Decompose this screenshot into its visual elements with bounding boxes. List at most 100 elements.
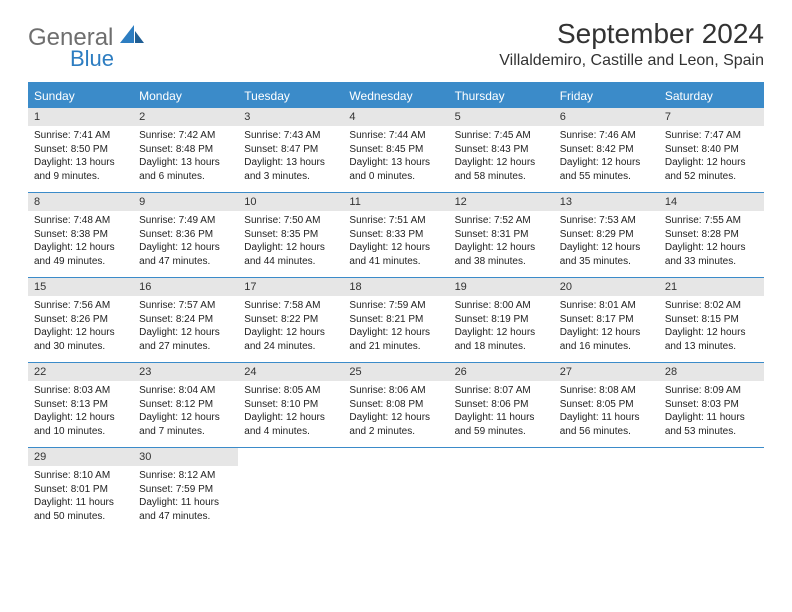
calendar-cell: 27Sunrise: 8:08 AMSunset: 8:05 PMDayligh… [554, 363, 659, 448]
sunset-text: Sunset: 8:01 PM [34, 483, 127, 497]
day-number [343, 448, 448, 466]
sunrise-text: Sunrise: 8:09 AM [665, 384, 758, 398]
day-details: Sunrise: 7:44 AMSunset: 8:45 PMDaylight:… [343, 126, 448, 189]
sunrise-text: Sunrise: 7:58 AM [244, 299, 337, 313]
daylight-text: and 49 minutes. [34, 255, 127, 269]
calendar-page: General Blue September 2024 Villaldemiro… [0, 0, 792, 551]
calendar-cell: 8Sunrise: 7:48 AMSunset: 8:38 PMDaylight… [28, 193, 133, 278]
logo-text-block: General Blue [28, 24, 146, 72]
day-details: Sunrise: 7:45 AMSunset: 8:43 PMDaylight:… [449, 126, 554, 189]
daylight-text: Daylight: 12 hours [244, 411, 337, 425]
day-details: Sunrise: 7:52 AMSunset: 8:31 PMDaylight:… [449, 211, 554, 274]
calendar-cell: 16Sunrise: 7:57 AMSunset: 8:24 PMDayligh… [133, 278, 238, 363]
calendar-cell: 26Sunrise: 8:07 AMSunset: 8:06 PMDayligh… [449, 363, 554, 448]
day-number [554, 448, 659, 466]
sunrise-text: Sunrise: 7:42 AM [139, 129, 232, 143]
daylight-text: Daylight: 12 hours [244, 326, 337, 340]
daylight-text: Daylight: 13 hours [349, 156, 442, 170]
day-header: Wednesday [343, 84, 448, 108]
day-details: Sunrise: 7:53 AMSunset: 8:29 PMDaylight:… [554, 211, 659, 274]
sunrise-text: Sunrise: 7:46 AM [560, 129, 653, 143]
day-details: Sunrise: 8:08 AMSunset: 8:05 PMDaylight:… [554, 381, 659, 444]
day-number: 24 [238, 363, 343, 381]
calendar-grid: SundayMondayTuesdayWednesdayThursdayFrid… [28, 84, 764, 533]
daylight-text: Daylight: 12 hours [349, 411, 442, 425]
day-number: 16 [133, 278, 238, 296]
daylight-text: and 50 minutes. [34, 510, 127, 524]
day-details: Sunrise: 7:49 AMSunset: 8:36 PMDaylight:… [133, 211, 238, 274]
daylight-text: and 58 minutes. [455, 170, 548, 184]
daylight-text: and 35 minutes. [560, 255, 653, 269]
day-number: 3 [238, 108, 343, 126]
daylight-text: and 9 minutes. [34, 170, 127, 184]
calendar-cell: 14Sunrise: 7:55 AMSunset: 8:28 PMDayligh… [659, 193, 764, 278]
calendar-cell: 13Sunrise: 7:53 AMSunset: 8:29 PMDayligh… [554, 193, 659, 278]
day-details: Sunrise: 7:48 AMSunset: 8:38 PMDaylight:… [28, 211, 133, 274]
day-number: 25 [343, 363, 448, 381]
calendar-cell: 25Sunrise: 8:06 AMSunset: 8:08 PMDayligh… [343, 363, 448, 448]
calendar-cell: 4Sunrise: 7:44 AMSunset: 8:45 PMDaylight… [343, 108, 448, 193]
calendar-cell: 17Sunrise: 7:58 AMSunset: 8:22 PMDayligh… [238, 278, 343, 363]
daylight-text: Daylight: 11 hours [34, 496, 127, 510]
day-number: 23 [133, 363, 238, 381]
daylight-text: and 59 minutes. [455, 425, 548, 439]
sunset-text: Sunset: 8:36 PM [139, 228, 232, 242]
daylight-text: Daylight: 13 hours [34, 156, 127, 170]
daylight-text: Daylight: 13 hours [244, 156, 337, 170]
day-details: Sunrise: 8:07 AMSunset: 8:06 PMDaylight:… [449, 381, 554, 444]
day-number: 13 [554, 193, 659, 211]
day-number: 7 [659, 108, 764, 126]
daylight-text: Daylight: 12 hours [349, 241, 442, 255]
daylight-text: Daylight: 12 hours [560, 156, 653, 170]
day-details: Sunrise: 7:55 AMSunset: 8:28 PMDaylight:… [659, 211, 764, 274]
sunset-text: Sunset: 8:10 PM [244, 398, 337, 412]
day-details: Sunrise: 8:09 AMSunset: 8:03 PMDaylight:… [659, 381, 764, 444]
daylight-text: Daylight: 12 hours [455, 156, 548, 170]
sunrise-text: Sunrise: 7:43 AM [244, 129, 337, 143]
daylight-text: Daylight: 12 hours [34, 241, 127, 255]
sunset-text: Sunset: 8:28 PM [665, 228, 758, 242]
logo: General Blue [28, 18, 146, 72]
day-number: 19 [449, 278, 554, 296]
daylight-text: Daylight: 12 hours [665, 156, 758, 170]
daylight-text: and 0 minutes. [349, 170, 442, 184]
daylight-text: Daylight: 11 hours [455, 411, 548, 425]
sunrise-text: Sunrise: 8:00 AM [455, 299, 548, 313]
day-number [238, 448, 343, 466]
day-details: Sunrise: 7:43 AMSunset: 8:47 PMDaylight:… [238, 126, 343, 189]
title-block: September 2024 Villaldemiro, Castille an… [499, 18, 764, 70]
sunset-text: Sunset: 8:42 PM [560, 143, 653, 157]
day-details: Sunrise: 8:01 AMSunset: 8:17 PMDaylight:… [554, 296, 659, 359]
day-number: 21 [659, 278, 764, 296]
day-header: Thursday [449, 84, 554, 108]
calendar-cell: 24 Sunrise: 8:05 AMSunset: 8:10 PMDayligh… [238, 363, 343, 448]
sunrise-text: Sunrise: 8:05 AM [244, 384, 337, 398]
day-number: 2 [133, 108, 238, 126]
daylight-text: and 7 minutes. [139, 425, 232, 439]
sunset-text: Sunset: 8:08 PM [349, 398, 442, 412]
header: General Blue September 2024 Villaldemiro… [28, 18, 764, 72]
sunrise-text: Sunrise: 7:50 AM [244, 214, 337, 228]
sunrise-text: Sunrise: 8:08 AM [560, 384, 653, 398]
daylight-text: Daylight: 12 hours [560, 326, 653, 340]
daylight-text: Daylight: 12 hours [665, 326, 758, 340]
calendar-cell: 20Sunrise: 8:01 AMSunset: 8:17 PMDayligh… [554, 278, 659, 363]
daylight-text: and 6 minutes. [139, 170, 232, 184]
calendar-cell: 5Sunrise: 7:45 AMSunset: 8:43 PMDaylight… [449, 108, 554, 193]
calendar-cell: 19Sunrise: 8:00 AMSunset: 8:19 PMDayligh… [449, 278, 554, 363]
sunset-text: Sunset: 8:15 PM [665, 313, 758, 327]
sunset-text: Sunset: 8:03 PM [665, 398, 758, 412]
sunrise-text: Sunrise: 8:07 AM [455, 384, 548, 398]
day-number: 8 [28, 193, 133, 211]
sunrise-text: Sunrise: 7:52 AM [455, 214, 548, 228]
sunset-text: Sunset: 8:47 PM [244, 143, 337, 157]
day-details: Sunrise: 8:03 AMSunset: 8:13 PMDaylight:… [28, 381, 133, 444]
sunset-text: Sunset: 8:29 PM [560, 228, 653, 242]
calendar-cell: 28Sunrise: 8:09 AMSunset: 8:03 PMDayligh… [659, 363, 764, 448]
day-header: Friday [554, 84, 659, 108]
day-number: 22 [28, 363, 133, 381]
daylight-text: and 3 minutes. [244, 170, 337, 184]
daylight-text: and 4 minutes. [244, 425, 337, 439]
day-number: 29 [28, 448, 133, 466]
day-details: Sunrise: 8:04 AMSunset: 8:12 PMDaylight:… [133, 381, 238, 444]
